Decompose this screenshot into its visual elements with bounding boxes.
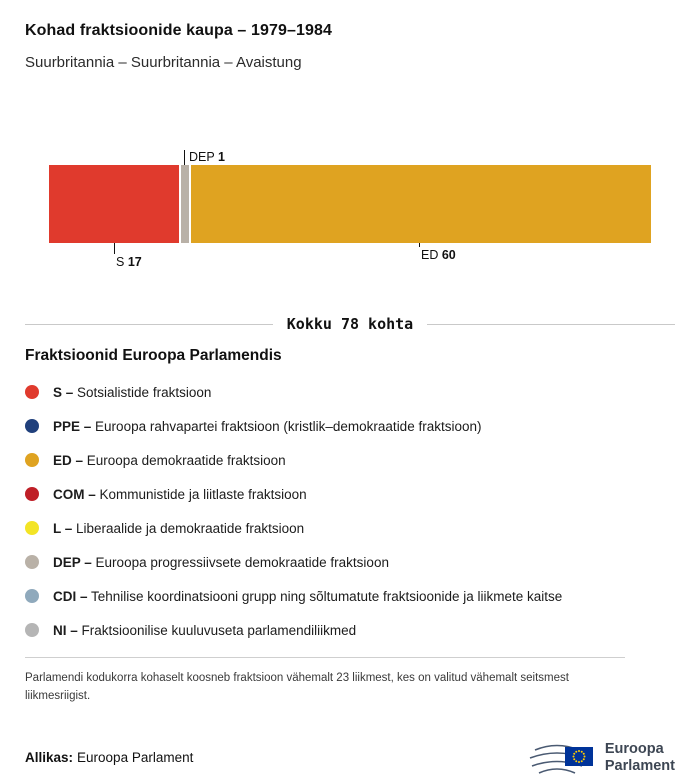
bar-label-dep: DEP 1: [184, 150, 225, 165]
legend-dot-ni-icon: [25, 623, 39, 637]
bar-segment-ed: [191, 165, 651, 243]
eu-stars-icon: [572, 749, 586, 763]
legend-item-com: COM – Kommunistide ja liitlaste fraktsio…: [25, 487, 675, 502]
legend-description: Euroopa rahvapartei fraktsioon (kristlik…: [95, 418, 482, 434]
legend-item-cdi: CDI – Tehnilise koordinatsiooni grupp ni…: [25, 589, 675, 604]
footnote: Parlamendi kodukorra kohaselt koosneb fr…: [25, 657, 625, 706]
total-seats-label: Kokku 78 kohta: [286, 315, 414, 333]
legend-item-text: CDI – Tehnilise koordinatsiooni grupp ni…: [53, 589, 562, 604]
ep-logo-text-line2: Parlament: [604, 757, 675, 774]
source-line: Allikas: Euroopa Parlament: [25, 750, 193, 765]
legend-dot-ppe-icon: [25, 419, 39, 433]
legend-description: Fraktsioonilise kuuluvuseta parlamendili…: [81, 622, 357, 638]
divider-line-left: [25, 323, 273, 325]
eu-flag-icon: [564, 746, 593, 766]
legend-item-text: L – Liberaalide ja demokraatide fraktsio…: [53, 521, 304, 536]
bar-segment-s: [49, 165, 180, 243]
legend-item-s: S – Sotsialistide fraktsioon: [25, 385, 675, 400]
bar-label-ed-tick: [419, 243, 420, 247]
legend-code: ED –: [53, 452, 84, 468]
legend-description: Kommunistide ja liitlaste fraktsioon: [99, 486, 307, 502]
legend-item-text: S – Sotsialistide fraktsioon: [53, 385, 211, 400]
legend-item-ni: NI – Fraktsioonilise kuuluvuseta parlame…: [25, 623, 675, 638]
bar-label-dep-value: 1: [217, 150, 225, 164]
bar-label-ed: ED 60: [419, 243, 456, 262]
legend-item-text: NI – Fraktsioonilise kuuluvuseta parlame…: [53, 623, 356, 638]
legend-item-l: L – Liberaalide ja demokraatide fraktsio…: [25, 521, 675, 536]
legend-heading: Fraktsioonid Euroopa Parlamendis: [25, 347, 282, 364]
source-text: Euroopa Parlament: [77, 750, 194, 766]
total-seats-divider: Kokku 78 kohta: [25, 315, 675, 333]
legend-dot-cdi-icon: [25, 589, 39, 603]
bar-label-s-code: S: [116, 255, 125, 269]
footer: Allikas: Euroopa Parlament: [25, 738, 675, 778]
legend-code: NI –: [53, 622, 78, 638]
stacked-bar: [49, 165, 651, 243]
legend-description: Liberaalide ja demokraatide fraktsioon: [76, 520, 305, 536]
legend-dot-s-icon: [25, 385, 39, 399]
bar-label-ed-code: ED: [421, 248, 439, 262]
ep-logo: Euroopa Parlament: [527, 738, 675, 778]
legend-code: PPE –: [53, 418, 92, 434]
legend-item-ppe: PPE – Euroopa rahvapartei fraktsioon (kr…: [25, 419, 675, 434]
legend-code: S –: [53, 384, 74, 400]
bar-label-s-value: 17: [127, 255, 142, 269]
ep-logo-text: Euroopa Parlament: [605, 741, 675, 775]
legend-list: S – Sotsialistide fraktsioon PPE – Euroo…: [25, 385, 675, 638]
bar-segment-dep: [181, 165, 189, 243]
legend-dot-com-icon: [25, 487, 39, 501]
legend-code: CDI –: [53, 588, 88, 604]
legend-description: Sotsialistide fraktsioon: [77, 384, 212, 400]
legend-dot-dep-icon: [25, 555, 39, 569]
seat-bar-chart: DEP 1 S 17 ED 60: [49, 150, 651, 270]
legend-code: COM –: [53, 486, 96, 502]
legend-item-text: PPE – Euroopa rahvapartei fraktsioon (kr…: [53, 419, 481, 434]
bar-label-s-tick: [114, 243, 115, 254]
legend-item-text: COM – Kommunistide ja liitlaste fraktsio…: [53, 487, 307, 502]
legend-item-text: DEP – Euroopa progressiivsete demokraati…: [53, 555, 389, 570]
legend-code: L –: [53, 520, 73, 536]
bar-label-s: S 17: [114, 243, 142, 269]
legend-item-dep: DEP – Euroopa progressiivsete demokraati…: [25, 555, 675, 570]
page-subtitle: Suurbritannia – Suurbritannia – Avaistun…: [25, 54, 302, 71]
bar-label-ed-value: 60: [441, 248, 456, 262]
legend-item-ed: ED – Euroopa demokraatide fraktsioon: [25, 453, 675, 468]
source-label: Allikas:: [25, 750, 74, 766]
legend-description: Euroopa demokraatide fraktsioon: [86, 452, 286, 468]
bar-label-dep-code: DEP: [189, 150, 215, 164]
ep-logo-graphic: [529, 744, 593, 774]
divider-line-right: [427, 323, 675, 325]
legend-code: DEP –: [53, 554, 92, 570]
legend-dot-ed-icon: [25, 453, 39, 467]
legend-item-text: ED – Euroopa demokraatide fraktsioon: [53, 453, 286, 468]
legend-description: Euroopa progressiivsete demokraatide fra…: [95, 554, 389, 570]
legend-description: Tehnilise koordinatsiooni grupp ning sõl…: [91, 588, 563, 604]
legend-dot-l-icon: [25, 521, 39, 535]
ep-logo-text-line1: Euroopa: [604, 740, 664, 757]
page-title: Kohad fraktsioonide kaupa – 1979–1984: [25, 22, 332, 39]
